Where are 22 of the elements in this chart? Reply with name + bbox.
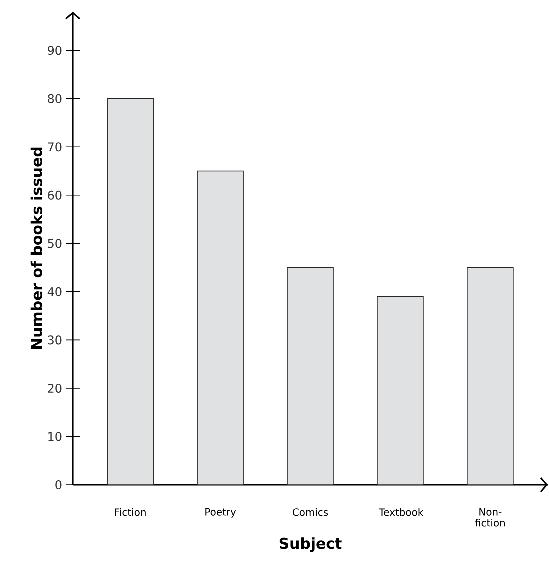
- x-tick-label: Poetry: [206, 508, 236, 518]
- bar: [287, 267, 334, 486]
- y-tick-label: 90: [48, 46, 62, 56]
- y-tick-label: 50: [48, 239, 62, 248]
- y-tick-label: 70: [48, 142, 62, 152]
- x-tick-label: Non-fiction: [475, 508, 506, 527]
- y-tick-label: 20: [48, 384, 62, 393]
- bar: [197, 170, 244, 486]
- y-tick-label: 80: [48, 94, 62, 104]
- y-tick-label: 60: [48, 190, 62, 200]
- y-tick-label: 0: [56, 480, 62, 490]
- bar: [377, 296, 424, 486]
- y-axis-title: Number of books issued: [30, 148, 42, 349]
- x-tick-label: Fiction: [115, 508, 146, 516]
- bar: [467, 267, 514, 486]
- x-tick-label: Textbook: [379, 508, 424, 516]
- y-tick-label: 10: [48, 432, 62, 442]
- y-tick-label: 40: [48, 287, 62, 296]
- y-tick-label: 30: [48, 336, 62, 345]
- x-axis-title: Subject: [280, 538, 342, 552]
- x-tick-label: Comics: [292, 508, 328, 516]
- bar: [107, 98, 154, 486]
